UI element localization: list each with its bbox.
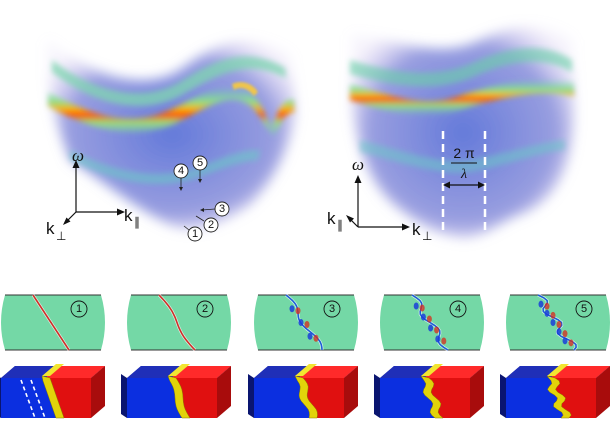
svg-text:1: 1 [192,228,198,240]
axis-k-parallel-right: k [327,209,336,228]
period-indicator: 2 π λ [441,131,487,234]
marker-5: 5 [192,155,208,183]
spectrum-left [47,40,296,229]
block-left-domain-1 [1,378,59,418]
svg-text:3: 3 [219,203,225,215]
svg-text:2: 2 [208,219,214,231]
axis-k-perp-left-sub: ⊥ [56,229,66,243]
svg-text:4: 4 [178,165,184,177]
spectrum-left-peak [232,82,258,96]
mode-label-3: 3 [329,303,335,315]
mode-gallery: 1 2 3 4 5 [0,293,610,419]
marker-4: 4 [173,163,189,191]
period-numerator: 2 π [453,145,475,161]
spectrum-left-main-band [48,86,294,138]
period-denominator: λ [460,167,467,182]
svg-text:5: 5 [197,157,203,169]
mode-1: 1 [0,294,105,419]
axis-omega-right: ω [352,155,364,174]
marker-2: 2 [195,215,219,233]
mode-label-1: 1 [76,303,82,315]
spectrum-right-lower-band [360,140,565,173]
block-left-domain-3 [254,378,312,418]
block-wall-3 [294,375,318,419]
mode-label-5: 5 [581,303,587,315]
field-wall-1 [32,294,70,351]
axis-k-perp-right-sub: ⊥ [422,229,432,243]
spectrum-right [350,26,575,239]
axis-k-parallel-left: k [124,206,133,225]
axes-left: ω k ∥ k ⊥ [46,146,140,243]
mode-3: 3 [248,293,358,419]
spectrum-left-upper-band [52,56,286,106]
field-wall-2 [158,294,196,351]
mode-2: 2 [121,293,231,419]
block-left-domain-2 [127,378,185,418]
axis-k-perp-left: k [46,219,55,238]
mode-markers: 4 5 3 2 1 [173,155,230,242]
mode-label-2: 2 [202,303,208,315]
block-wall-5 [546,375,572,419]
field-map-1 [1,295,105,350]
mode-5: 5 [500,293,610,419]
axes-right: ω k ⊥ k ∥ [327,155,432,243]
block-left-domain-4 [380,378,438,418]
axis-k-perp-right: k [412,220,421,239]
field-map-2 [127,295,231,350]
spectrum-left-lower-band [70,150,260,184]
block-wall-2 [167,375,191,419]
axis-k-parallel-left-sub: ∥ [134,215,140,229]
axis-omega-left: ω [72,146,84,165]
mode-4: 4 [374,293,484,419]
block-wall-4 [420,375,444,419]
spectrum-right-main-band [350,79,574,116]
spectrum-right-upper-band [350,48,572,87]
marker-3: 3 [200,201,230,217]
axis-k-parallel-right-sub: ∥ [337,218,343,232]
mode-label-4: 4 [455,303,461,315]
marker-1: 1 [183,225,203,242]
block-wall-1 [41,375,65,419]
